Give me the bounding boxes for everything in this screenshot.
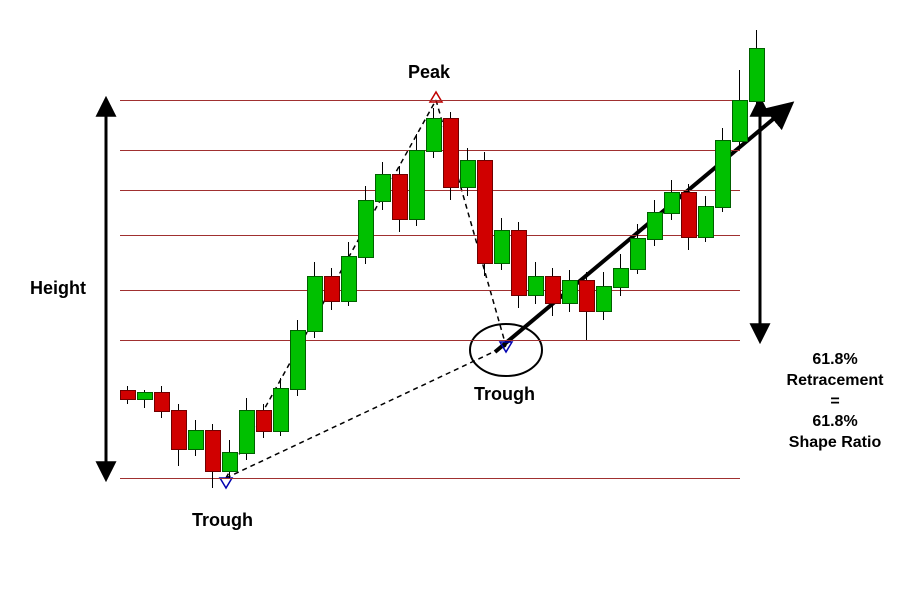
trough2-label: Trough [474,384,535,405]
peak-label: Peak [408,62,450,83]
height-label: Height [30,278,86,299]
retracement-label: 61.8% Retracement = 61.8% Shape Ratio [770,350,900,454]
chart-svg [0,0,900,600]
trough1-label: Trough [192,510,253,531]
candlestick-chart: Peak Height Trough Trough 61.8% Retracem… [0,0,900,600]
